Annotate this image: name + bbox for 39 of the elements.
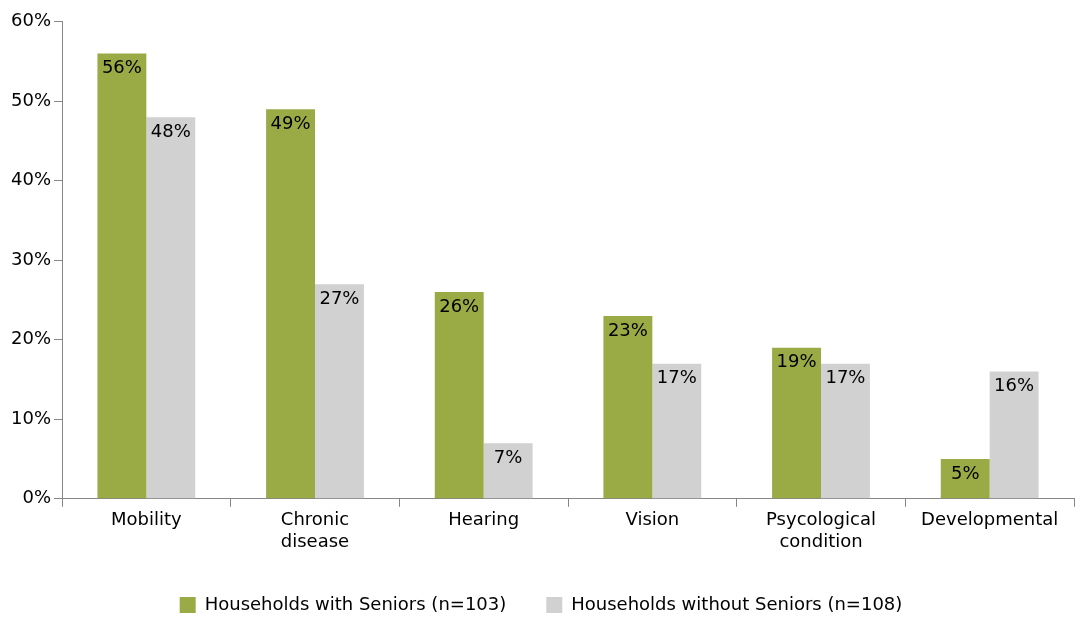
data-label: 17% bbox=[656, 366, 697, 388]
bar bbox=[266, 109, 316, 499]
data-label: 48% bbox=[150, 119, 191, 141]
y-tick-label: 40% bbox=[10, 168, 52, 190]
data-label: 49% bbox=[270, 111, 311, 133]
bar bbox=[434, 292, 484, 499]
y-tick-label: 0% bbox=[22, 486, 52, 508]
bar bbox=[97, 53, 147, 499]
data-label: 7% bbox=[493, 445, 523, 467]
data-label: 17% bbox=[825, 366, 866, 388]
bar bbox=[989, 371, 1039, 499]
y-tick-label: 60% bbox=[10, 9, 52, 31]
y-tick-label: 50% bbox=[10, 88, 52, 110]
x-tick-label: Hearing bbox=[448, 508, 520, 530]
x-tick-label: Psycological condition bbox=[766, 508, 876, 551]
legend-label: Households with Seniors (n=103) bbox=[204, 592, 507, 614]
bar bbox=[315, 284, 364, 499]
bar bbox=[772, 347, 821, 499]
bar bbox=[146, 117, 196, 499]
y-tick-label: 20% bbox=[10, 327, 52, 349]
data-label: 56% bbox=[101, 56, 142, 78]
data-label: 27% bbox=[319, 286, 360, 308]
data-label: 16% bbox=[994, 374, 1035, 396]
data-label: 23% bbox=[607, 318, 648, 340]
bar bbox=[483, 443, 533, 499]
x-tick-label: Chronic disease bbox=[280, 508, 350, 551]
legend-label: Households without Seniors (n=108) bbox=[571, 592, 903, 614]
y-tick-label: 30% bbox=[10, 247, 52, 269]
x-tick-label: Developmental bbox=[921, 508, 1059, 530]
bar bbox=[940, 459, 990, 499]
bar bbox=[652, 363, 702, 499]
x-tick-label: Vision bbox=[625, 508, 680, 530]
bar bbox=[821, 363, 870, 499]
bar bbox=[603, 315, 653, 499]
x-tick-label: Mobility bbox=[111, 508, 183, 530]
data-label: 5% bbox=[950, 461, 980, 483]
y-tick-label: 10% bbox=[10, 406, 52, 428]
data-label: 26% bbox=[439, 294, 480, 316]
data-label: 19% bbox=[776, 350, 817, 372]
